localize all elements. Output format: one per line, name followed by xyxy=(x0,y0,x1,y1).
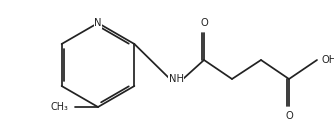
Text: O: O xyxy=(285,111,293,121)
Text: NH: NH xyxy=(168,74,183,84)
Text: OH: OH xyxy=(322,55,334,65)
Text: CH₃: CH₃ xyxy=(50,102,68,112)
Text: N: N xyxy=(94,18,102,28)
Text: O: O xyxy=(200,18,208,28)
